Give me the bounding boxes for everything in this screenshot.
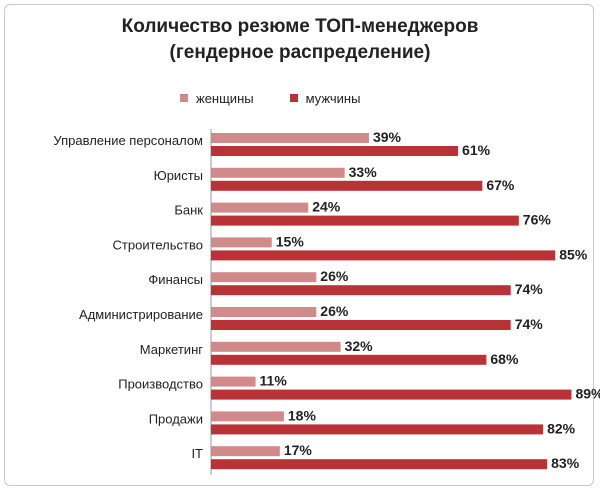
bar-men	[211, 146, 459, 156]
value-label-women: 33%	[349, 164, 378, 180]
legend-swatch-men	[289, 94, 298, 102]
value-label-men: 61%	[462, 142, 491, 158]
bar-women	[211, 237, 272, 248]
chart-legend: женщины мужчины	[180, 90, 360, 106]
value-label-men: 74%	[515, 316, 544, 332]
category-label: Производство	[118, 377, 203, 392]
value-label-men: 85%	[559, 246, 588, 262]
value-label-men: 74%	[515, 281, 544, 297]
bar-men	[211, 459, 548, 470]
bar-women	[211, 376, 256, 387]
category-label: Управление персоналом	[53, 133, 203, 148]
value-label-men: 89%	[575, 386, 600, 402]
value-label-women: 32%	[345, 338, 374, 354]
value-label-men: 68%	[490, 351, 519, 367]
chart-title: Количество резюме ТОП-менеджеров (гендер…	[0, 14, 600, 66]
category-label: Администрирование	[79, 307, 203, 322]
bar-men	[211, 424, 544, 435]
value-label-women: 26%	[320, 268, 349, 284]
legend-label-women: женщины	[196, 90, 254, 106]
bar-men	[211, 285, 511, 296]
bar-women	[211, 202, 309, 213]
category-label: Финансы	[148, 272, 203, 287]
value-label-women: 26%	[320, 303, 349, 319]
category-label: Продажи	[149, 411, 203, 426]
category-label: Банк	[174, 203, 203, 218]
bar-women	[211, 272, 317, 283]
legend-item-women: женщины	[180, 91, 254, 106]
bar-women	[211, 167, 345, 178]
bar-women	[211, 307, 317, 317]
value-label-women: 39%	[373, 129, 402, 145]
legend-label-men: мужчины	[305, 90, 361, 106]
chart-frame	[4, 4, 594, 486]
bar-men	[211, 320, 511, 330]
bar-women	[211, 133, 369, 143]
value-label-men: 82%	[547, 420, 576, 436]
bar-men	[211, 215, 519, 226]
bar-women	[211, 341, 341, 352]
value-label-women: 15%	[276, 233, 305, 249]
value-label-women: 18%	[288, 407, 317, 423]
value-label-men: 83%	[551, 455, 580, 471]
bar-women	[211, 411, 284, 422]
category-label: Строительство	[113, 237, 203, 252]
category-label: Маркетинг	[140, 342, 203, 357]
category-label: IT	[191, 446, 203, 461]
bar-men	[211, 354, 487, 365]
value-label-women: 11%	[260, 373, 288, 389]
legend-swatch-women	[180, 94, 188, 102]
value-label-men: 76%	[523, 212, 552, 228]
category-label: Юристы	[154, 168, 203, 183]
chart-title-line-2: (гендерное распределение)	[169, 42, 431, 63]
bar-men	[211, 389, 572, 400]
value-label-women: 17%	[284, 442, 313, 458]
legend-item-men: мужчины	[289, 90, 361, 106]
value-label-women: 24%	[312, 199, 341, 215]
bar-men	[211, 250, 556, 261]
value-label-men: 67%	[486, 177, 515, 193]
bar-men	[211, 180, 483, 191]
bar-women	[211, 446, 280, 457]
chart-title-line-1: Количество резюме ТОП-менеджеров	[121, 16, 479, 37]
